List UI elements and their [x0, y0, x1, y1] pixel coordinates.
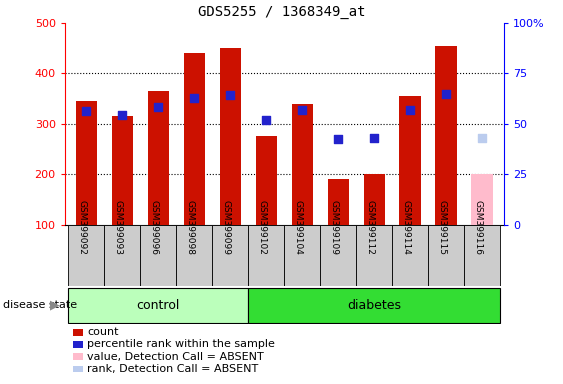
- Bar: [68, 225, 104, 286]
- Bar: [212, 225, 248, 286]
- Text: rank, Detection Call = ABSENT: rank, Detection Call = ABSENT: [87, 364, 258, 374]
- Bar: [464, 225, 501, 286]
- Point: [82, 108, 91, 114]
- Bar: [220, 48, 241, 225]
- Text: GSM399092: GSM399092: [77, 200, 86, 255]
- Bar: [428, 225, 464, 286]
- Bar: [248, 288, 501, 323]
- Text: percentile rank within the sample: percentile rank within the sample: [87, 339, 275, 349]
- Point: [478, 135, 487, 141]
- Bar: [104, 225, 140, 286]
- Bar: [140, 225, 176, 286]
- Bar: [184, 53, 205, 225]
- Text: value, Detection Call = ABSENT: value, Detection Call = ABSENT: [87, 352, 264, 362]
- Bar: [364, 174, 385, 225]
- Point: [370, 135, 379, 141]
- Bar: [284, 225, 320, 286]
- Bar: [75, 101, 97, 225]
- Text: GSM399096: GSM399096: [149, 200, 158, 255]
- Text: diabetes: diabetes: [347, 299, 401, 312]
- Text: count: count: [87, 327, 119, 337]
- Point: [334, 136, 343, 142]
- Text: disease state: disease state: [3, 300, 77, 310]
- Point: [226, 91, 235, 98]
- Bar: [320, 225, 356, 286]
- Text: GDS5255 / 1368349_at: GDS5255 / 1368349_at: [198, 5, 365, 19]
- Text: GSM399112: GSM399112: [365, 200, 374, 255]
- Point: [406, 107, 415, 113]
- Point: [154, 104, 163, 110]
- Text: GSM399114: GSM399114: [401, 200, 410, 255]
- Point: [298, 107, 307, 113]
- Point: [118, 112, 127, 118]
- Bar: [392, 225, 428, 286]
- Text: GSM399098: GSM399098: [185, 200, 194, 255]
- Bar: [292, 104, 313, 225]
- Bar: [256, 136, 277, 225]
- Bar: [111, 116, 133, 225]
- Bar: [148, 91, 169, 225]
- Bar: [400, 96, 421, 225]
- Text: control: control: [137, 299, 180, 312]
- Text: GSM399115: GSM399115: [437, 200, 446, 255]
- Bar: [248, 225, 284, 286]
- Text: GSM399102: GSM399102: [257, 200, 266, 255]
- Point: [190, 94, 199, 101]
- Text: GSM399104: GSM399104: [293, 200, 302, 255]
- Text: GSM399109: GSM399109: [329, 200, 338, 255]
- Bar: [68, 288, 248, 323]
- Point: [442, 91, 451, 97]
- Text: GSM399093: GSM399093: [113, 200, 122, 255]
- Bar: [436, 46, 457, 225]
- Bar: [176, 225, 212, 286]
- Bar: [328, 179, 349, 225]
- Text: GSM399099: GSM399099: [221, 200, 230, 255]
- Point: [262, 117, 271, 123]
- Bar: [356, 225, 392, 286]
- Text: ▶: ▶: [50, 299, 59, 312]
- Text: GSM399116: GSM399116: [473, 200, 482, 255]
- Bar: [471, 174, 493, 225]
